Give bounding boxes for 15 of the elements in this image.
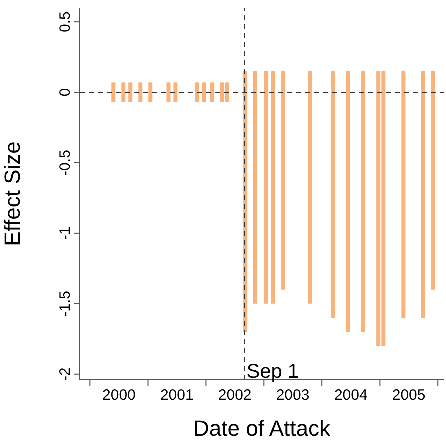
y-tick-label: -0.5 xyxy=(57,150,74,176)
y-axis-title: Effect Size xyxy=(0,142,25,246)
x-tick-label: 2004 xyxy=(334,387,368,404)
y-tick-label: 0.5 xyxy=(57,12,74,33)
x-tick-label: 2002 xyxy=(218,387,252,404)
ref-line-label: Sep 1 xyxy=(246,361,300,383)
y-tick-label: 0 xyxy=(57,88,74,97)
y-tick-label: -1.5 xyxy=(57,290,74,317)
x-tick-label: 2001 xyxy=(160,387,194,404)
x-tick-label: 2003 xyxy=(276,387,310,404)
y-tick-label: -1 xyxy=(57,226,74,240)
x-tick-label: 2005 xyxy=(392,387,426,404)
y-tick-label: -2 xyxy=(57,368,74,382)
x-tick-label: 2000 xyxy=(102,387,136,404)
x-axis-title: Date of Attack xyxy=(194,416,332,440)
